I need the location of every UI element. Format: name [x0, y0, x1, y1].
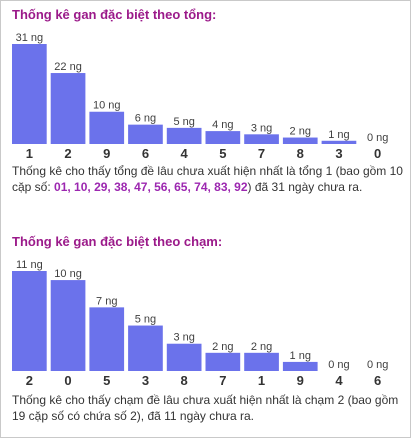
sum-description-suffix: ) đã 31 ngày chưa ra. [247, 180, 363, 194]
sum-description: Thống kê cho thấy tổng đề lâu chưa xuất … [12, 163, 404, 195]
sum-bar-4 [166, 127, 202, 144]
touch-value-label-9: 1 ng [290, 350, 311, 362]
sum-description-prefix: Thống kê cho thấy tổng đề lâu chưa xuất … [12, 164, 403, 194]
sum-value-label-2: 22 ng [54, 61, 82, 73]
sum-value-label-5: 4 ng [212, 119, 233, 131]
sum-bar-8 [282, 137, 318, 144]
touch-value-label-0: 10 ng [54, 268, 82, 280]
touch-bar-7 [205, 352, 241, 371]
touch-value-label-8: 3 ng [173, 332, 194, 344]
sum-category-label-0: 0 [374, 146, 381, 161]
sum-category-label-8: 8 [297, 146, 304, 161]
sum-bar-7 [244, 134, 279, 144]
sum-value-label-4: 5 ng [173, 116, 194, 128]
sum-bar-9 [89, 111, 125, 144]
touch-category-label-3: 3 [142, 373, 149, 388]
sum-value-label-7: 3 ng [251, 122, 272, 134]
touch-value-label-7: 2 ng [212, 341, 233, 353]
sum-value-label-9: 10 ng [93, 100, 121, 112]
touch-category-label-0: 0 [64, 373, 71, 388]
touch-value-label-3: 5 ng [135, 314, 156, 326]
sum-category-label-9: 9 [103, 146, 110, 161]
touch-description: Thống kê cho thấy chạm đề lâu chưa xuất … [12, 393, 399, 423]
touch-category-label-2: 2 [26, 373, 33, 388]
sum-category-label-6: 6 [142, 146, 149, 161]
sum-value-label-0: 0 ng [367, 132, 388, 144]
touch-category-label-8: 8 [181, 373, 188, 388]
touch-category-label-4: 4 [335, 373, 343, 388]
touch-bar-9 [282, 361, 318, 371]
touch-value-label-4: 0 ng [328, 359, 349, 371]
sum-value-label-6: 6 ng [135, 113, 156, 125]
touch-value-label-1: 2 ng [251, 341, 272, 353]
touch-category-label-5: 5 [103, 373, 110, 388]
touch-bar-1 [244, 352, 279, 371]
sum-value-label-3: 1 ng [328, 129, 349, 141]
touch-bar-8 [166, 343, 202, 371]
sum-pair-numbers: 01, 10, 29, 38, 47, 56, 65, 74, 83, 92 [54, 180, 248, 194]
sum-bar-2 [50, 73, 86, 144]
sum-category-label-5: 5 [219, 146, 226, 161]
sum-value-label-1: 31 ng [16, 32, 44, 44]
sum-bar-3 [321, 140, 357, 144]
touch-bar-5 [89, 307, 125, 371]
touch-bar-3 [128, 325, 163, 371]
touch-category-label-7: 7 [219, 373, 226, 388]
chart-title-sum: Thống kê gan đặc biệt theo tổng: [12, 7, 217, 22]
touch-category-label-1: 1 [258, 373, 265, 388]
touch-category-label-9: 9 [297, 373, 304, 388]
sum-bar-1 [12, 44, 47, 144]
sum-value-label-8: 2 ng [290, 126, 311, 138]
touch-value-label-2: 11 ng [16, 259, 43, 271]
sum-category-label-1: 1 [26, 146, 33, 161]
sum-bar-6 [128, 124, 163, 144]
chart-title-touch: Thống kê gan đặc biệt theo chạm: [12, 234, 223, 249]
sum-category-label-7: 7 [258, 146, 265, 161]
touch-value-label-5: 7 ng [96, 295, 117, 307]
sum-category-label-3: 3 [335, 146, 342, 161]
touch-category-label-6: 6 [374, 373, 381, 388]
sum-category-label-2: 2 [64, 146, 71, 161]
touch-bar-0 [50, 280, 86, 371]
touch-bar-2 [12, 271, 47, 371]
touch-value-label-6: 0 ng [367, 359, 388, 371]
sum-bar-5 [205, 131, 241, 144]
sum-category-label-4: 4 [181, 146, 189, 161]
